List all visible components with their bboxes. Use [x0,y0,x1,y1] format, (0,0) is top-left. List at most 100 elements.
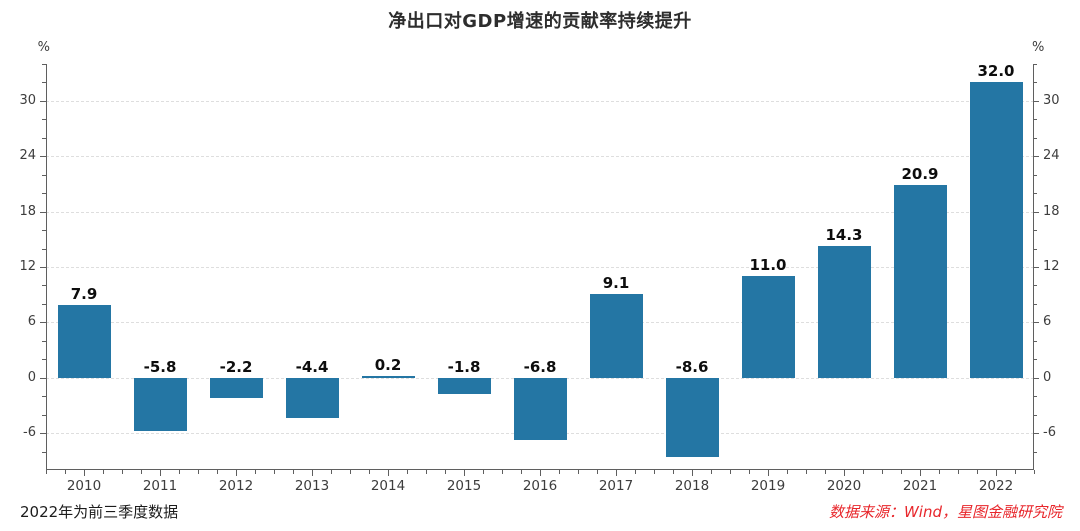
y-minor-tick-left [42,230,46,232]
bar-2018 [665,377,719,458]
bar-value-label: 9.1 [602,273,630,292]
bar-2014 [361,375,415,378]
y-minor-tick-right [1033,82,1037,84]
y-minor-tick-left [42,340,46,342]
x-tick-label-2014: 2014 [370,478,406,494]
gridline [46,211,1034,213]
bar-value-label: 14.3 [825,225,863,244]
y-minor-tick-right [1033,248,1037,250]
x-minor-tick [141,470,142,474]
y-tick-label-right: 6 [1043,314,1052,330]
x-minor-tick [882,470,883,474]
bar-2021 [893,184,947,378]
bar-2011 [133,377,187,432]
x-tick-label-2022: 2022 [978,478,1014,494]
y-minor-tick-right [1033,119,1037,121]
bar-2012 [209,377,263,399]
x-minor-tick [122,470,123,474]
x-axis [46,469,1034,470]
x-minor-tick [502,470,503,474]
y-tick-label-left: 6 [27,314,36,330]
x-minor-tick [426,470,427,474]
gridline [46,267,1034,268]
x-minor-tick [597,470,598,474]
x-tick-label-2020: 2020 [826,478,862,494]
y-tick-label-left: 12 [19,259,36,274]
x-major-tick [540,470,541,476]
bar-value-label: -4.4 [295,357,329,376]
x-major-tick [84,470,85,476]
y-major-tick-right [1033,156,1039,158]
plot-area: 7.9 -5.8 -2.2 -4.4 0.2 -1.8 -6.8 9.1 -8.6 11.0 14.… [19,62,1059,494]
y-minor-tick-left [42,451,46,453]
gridline [46,322,1034,324]
bar-2015 [437,377,491,395]
y-minor-tick-right [1033,230,1037,232]
gridline [46,156,1034,158]
x-tick-label-2011: 2011 [142,478,178,494]
x-major-tick [692,470,693,476]
bar-2013 [285,377,339,419]
y-minor-tick-right [1033,396,1037,398]
x-minor-tick [939,470,940,474]
y-tick-label-left: 18 [19,203,36,219]
y-tick-label-right: 0 [1043,369,1052,385]
x-minor-tick [559,470,560,474]
x-minor-tick [863,470,864,474]
y-major-tick-left [40,100,46,102]
x-minor-tick [1034,470,1035,474]
y-tick-label-right: 24 [1043,148,1060,164]
x-minor-tick [293,470,294,474]
x-major-tick [768,470,769,476]
x-major-tick [616,470,617,476]
x-minor-tick [65,470,66,474]
bar-value-label: 7.9 [70,284,98,303]
x-minor-tick [179,470,180,474]
y-major-tick-right [1033,267,1039,268]
x-minor-tick [255,470,256,474]
chart-title: 净出口对GDP增速的贡献率持续提升 [388,11,692,32]
x-tick-label-2013: 2013 [294,478,330,494]
y-minor-tick-left [42,303,46,305]
bar-value-label: -2.2 [219,357,253,376]
x-tick-label-2015: 2015 [446,478,482,494]
x-minor-tick [901,470,902,474]
y-tick-label-left: 0 [27,369,36,385]
x-minor-tick [673,470,674,474]
y-major-tick-right [1033,433,1039,435]
x-minor-tick [787,470,788,474]
y-minor-tick-right [1033,137,1037,139]
x-major-tick [388,470,389,476]
x-minor-tick [711,470,712,474]
y-tick-label-left: -6 [23,425,36,441]
x-tick-label-2021: 2021 [902,478,938,494]
x-minor-tick [654,470,655,474]
y-axis-unit-left: % [37,40,50,55]
bar-value-label: -5.8 [143,357,177,376]
data-source: 数据来源：Wind，星图金融研究院 [828,503,1062,521]
x-minor-tick [445,470,446,474]
y-minor-tick-left [42,359,46,361]
x-minor-tick [977,470,978,474]
y-minor-tick-right [1033,285,1037,287]
x-tick-label-2012: 2012 [218,478,254,494]
y-minor-tick-right [1033,340,1037,342]
gridline [46,100,1034,102]
x-tick-label-2017: 2017 [598,478,634,494]
y-major-tick-left [40,267,46,268]
y-tick-label-right: 12 [1043,259,1060,274]
x-minor-tick [198,470,199,474]
x-minor-tick [635,470,636,474]
y-minor-tick-left [42,137,46,139]
y-minor-tick-left [42,82,46,84]
y-major-tick-left [40,322,46,324]
y-major-tick-right [1033,322,1039,324]
x-minor-tick [407,470,408,474]
x-minor-tick [521,470,522,474]
x-minor-tick [730,470,731,474]
y-minor-tick-right [1033,451,1037,453]
y-tick-label-left: 30 [19,92,36,108]
y-major-tick-right [1033,100,1039,102]
y-tick-label-right: 30 [1043,92,1060,108]
y-minor-tick-left [42,193,46,195]
